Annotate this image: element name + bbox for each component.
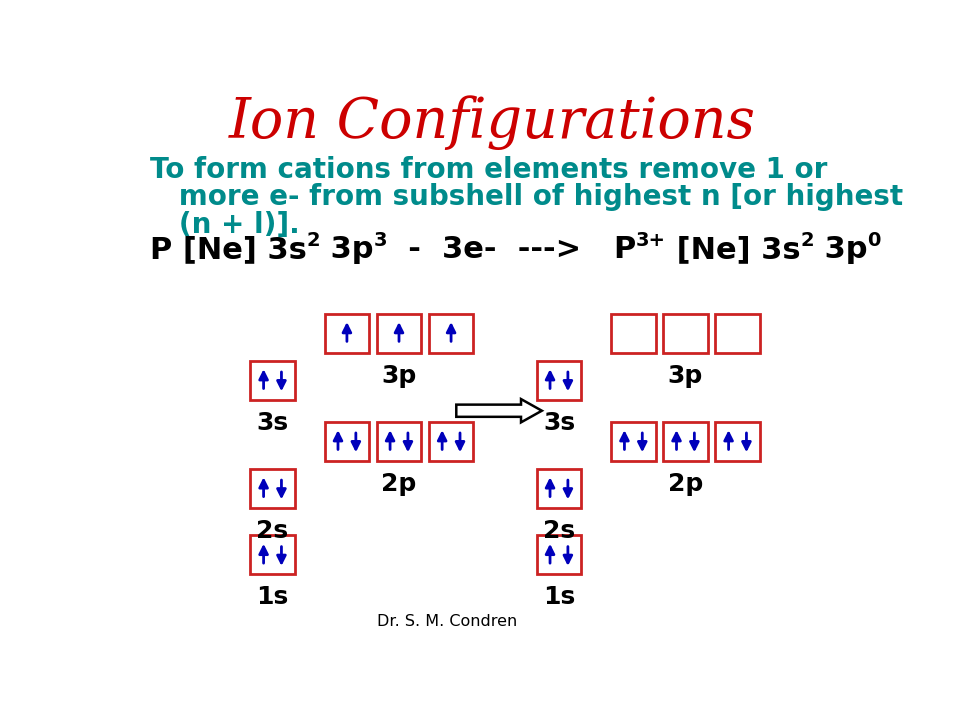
Text: 2s: 2s: [256, 519, 289, 543]
Bar: [611, 314, 656, 353]
Text: 3: 3: [373, 231, 387, 250]
Text: 3s: 3s: [543, 410, 575, 435]
Bar: [324, 422, 370, 461]
Bar: [537, 469, 581, 508]
Bar: [663, 422, 708, 461]
Bar: [376, 422, 421, 461]
Bar: [376, 314, 421, 353]
Text: more e- from subshell of highest n [or highest: more e- from subshell of highest n [or h…: [150, 184, 903, 211]
Text: P: P: [613, 235, 636, 264]
Text: P [Ne] 3s: P [Ne] 3s: [150, 235, 306, 264]
Bar: [324, 314, 370, 353]
Text: 3p: 3p: [381, 364, 417, 387]
Text: 2p: 2p: [381, 472, 417, 495]
Bar: [251, 361, 295, 400]
Text: 2s: 2s: [543, 519, 575, 543]
Text: 1s: 1s: [256, 585, 289, 609]
Text: 2: 2: [306, 231, 321, 250]
Bar: [537, 361, 581, 400]
Text: -  3e-  --->: - 3e- --->: [387, 235, 613, 264]
Text: 1s: 1s: [542, 585, 575, 609]
Text: Ion Configurations: Ion Configurations: [228, 95, 756, 150]
Text: 3+: 3+: [636, 231, 665, 250]
Text: 2: 2: [800, 231, 814, 250]
Text: To form cations from elements remove 1 or: To form cations from elements remove 1 o…: [150, 156, 828, 184]
Bar: [663, 314, 708, 353]
Text: 0: 0: [867, 231, 880, 250]
Bar: [429, 314, 473, 353]
Text: 3p: 3p: [668, 364, 703, 387]
Text: Dr. S. M. Condren: Dr. S. M. Condren: [377, 613, 517, 629]
Text: [Ne] 3s: [Ne] 3s: [665, 235, 800, 264]
Text: 3p: 3p: [321, 235, 373, 264]
Bar: [537, 536, 581, 575]
Text: 2p: 2p: [668, 472, 703, 495]
Bar: [429, 422, 473, 461]
Bar: [611, 422, 656, 461]
Bar: [251, 469, 295, 508]
Text: 3p: 3p: [814, 235, 867, 264]
FancyArrow shape: [456, 399, 541, 423]
Bar: [715, 314, 759, 353]
Text: (n + l)].: (n + l)].: [150, 211, 300, 239]
Bar: [715, 422, 759, 461]
Bar: [251, 536, 295, 575]
Text: 3s: 3s: [256, 410, 289, 435]
